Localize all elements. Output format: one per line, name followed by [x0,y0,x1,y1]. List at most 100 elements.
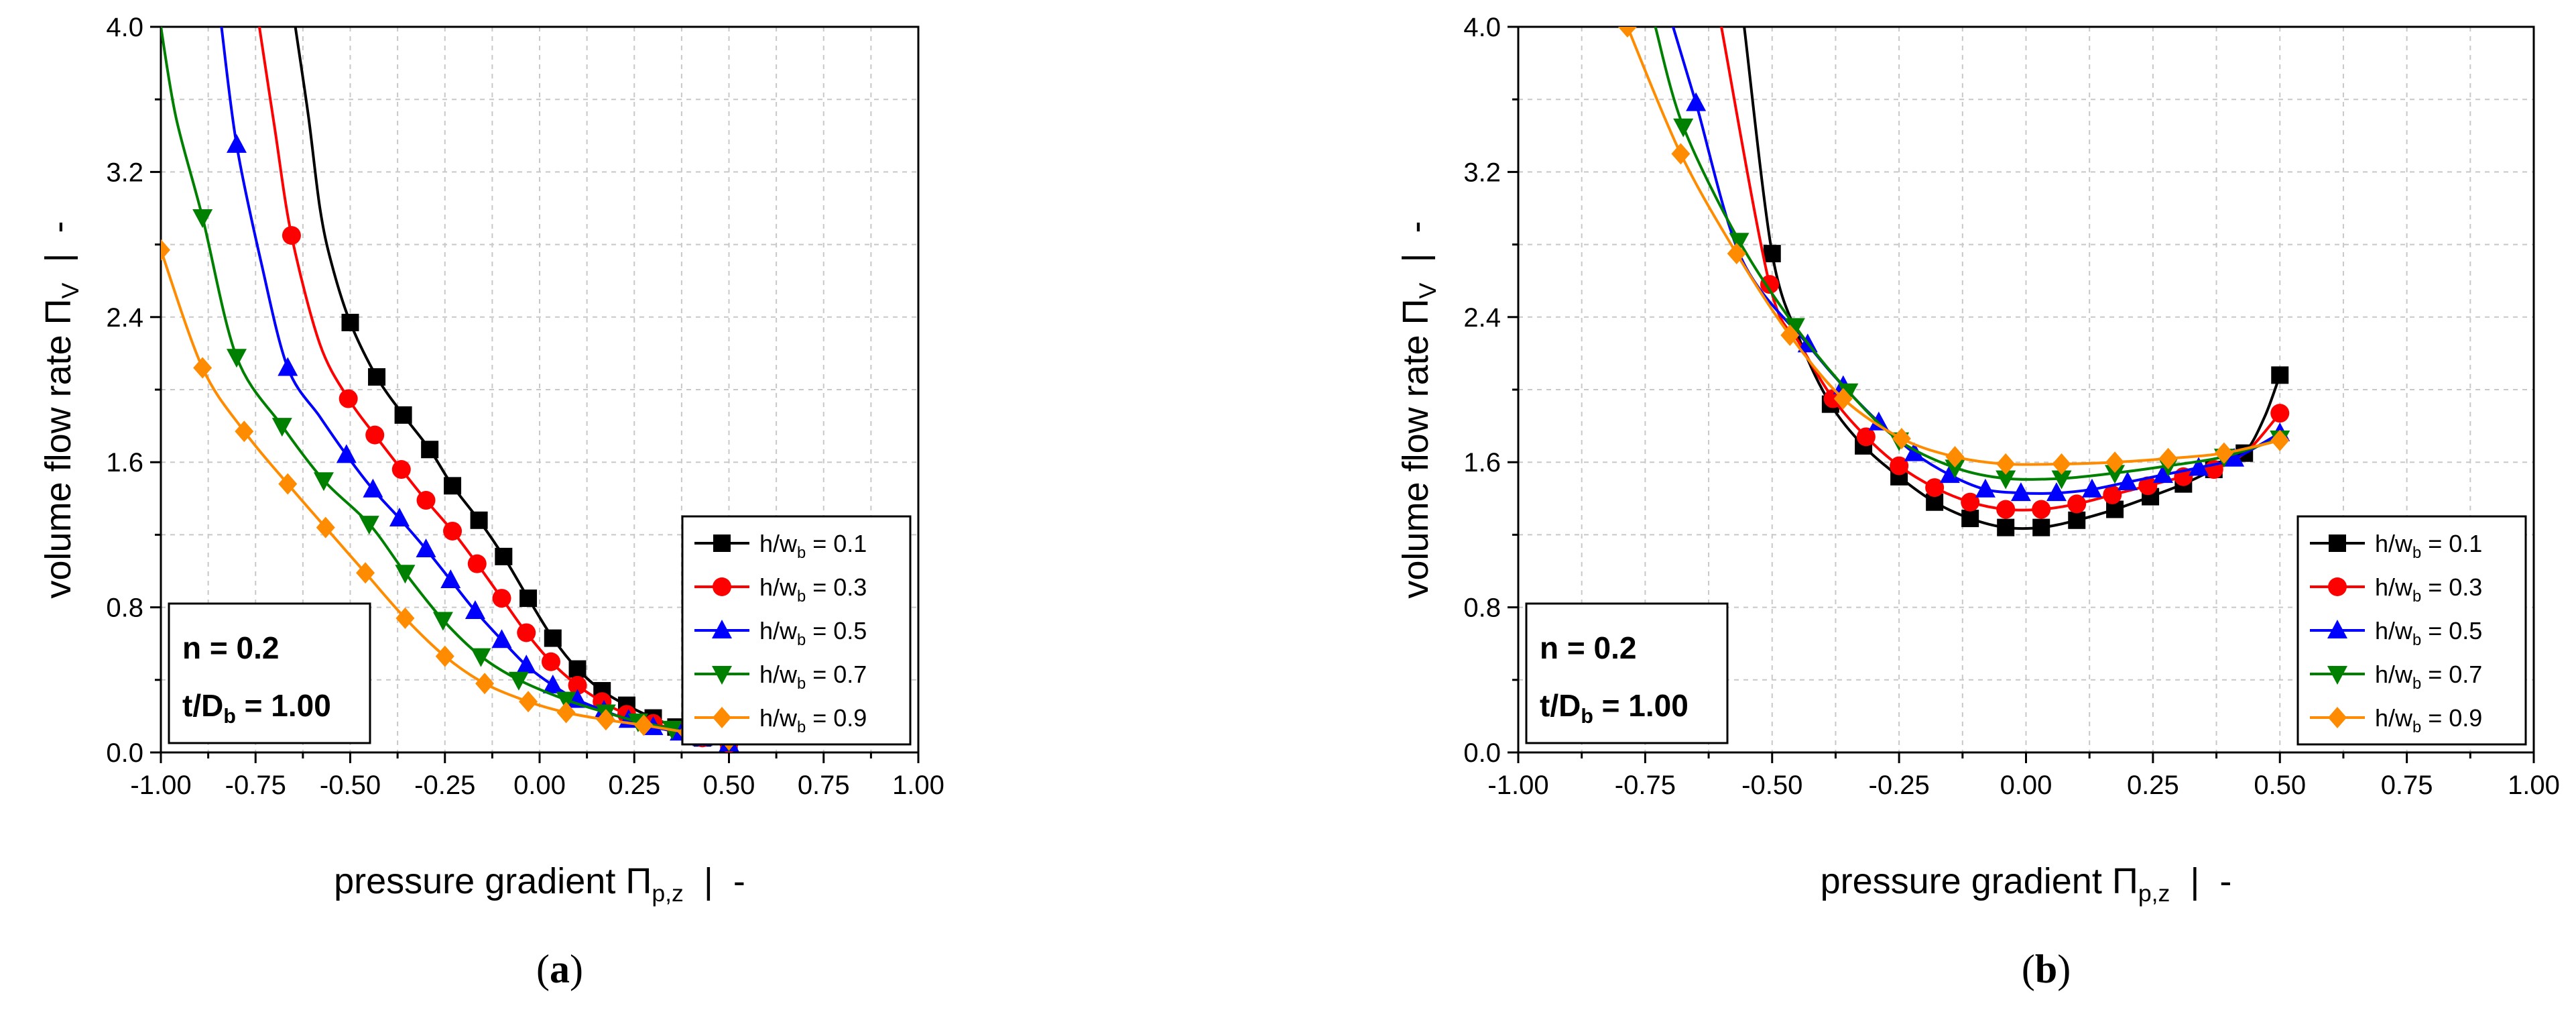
data-point-3 [2046,482,2067,502]
data-point-5 [519,691,538,713]
annotation-n-a: n = 0.2 [182,630,279,665]
data-point-3 [1868,411,1889,431]
legend-marker [713,707,731,728]
data-point-5 [556,701,576,724]
series-5 [1617,27,2290,475]
x-tick-label: -0.75 [1615,771,1676,800]
data-point-4 [1729,233,1750,252]
data-point-5 [435,645,454,667]
data-point-2 [1996,500,2016,519]
legend-item-3: h/wb = 0.5 [2310,617,2482,649]
data-point-4 [2105,465,2126,484]
data-point-2 [416,491,436,510]
x-tick-label: 0.75 [798,771,850,800]
data-point-2 [1925,478,1945,498]
data-point-3 [416,539,436,558]
data-point-5 [1945,446,1965,468]
chart-a: -1.00 -0.75 -0.50 -0.25 0.00 0.25 0.50 0.75 1.00… [38,13,944,991]
y-tick-label: 0.8 [1463,594,1501,623]
data-point-5 [1833,388,1853,410]
panel-label-a: (a) [536,947,583,991]
data-point-1 [394,406,412,424]
y-tick-label: 3.2 [1463,158,1501,187]
data-point-4 [395,565,416,584]
data-point-5 [1727,243,1746,265]
data-point-2 [517,623,536,642]
x-tick-label: -0.50 [320,771,381,800]
data-point-1 [1763,245,1781,263]
data-point-2 [467,554,487,573]
data-point-3 [2081,478,2102,498]
data-point-4 [313,472,334,492]
data-point-1 [341,313,359,331]
legend-label: h/wb = 0.9 [759,704,867,736]
data-point-3 [2118,471,2138,490]
data-point-5 [634,714,654,736]
plot-frame-b [1517,25,2535,754]
data-point-3 [440,569,461,589]
data-point-2 [443,521,463,541]
series-4 [1654,27,2290,490]
data-point-1 [368,368,386,386]
y-tick-label: 0.8 [106,594,143,623]
series-group-b [1617,27,2290,537]
data-point-1 [2032,518,2050,537]
data-point-3 [516,655,537,674]
legend-marker [2328,707,2347,728]
data-point-5 [596,709,615,731]
x-axis-label-b: pressure gradient Πp,z | - [1821,861,2232,907]
x-tick-label: 0.75 [2381,771,2433,800]
data-point-4 [2051,470,2072,490]
data-point-4 [1673,118,1694,137]
data-point-1 [470,511,488,529]
data-point-1 [1997,518,2015,537]
panel-label-b: (b) [2022,947,2071,991]
data-point-5 [235,420,254,443]
data-point-3 [363,478,383,498]
series-5 [161,239,739,751]
series-line-4 [1654,27,2280,481]
legend-label: h/wb = 0.5 [759,617,867,649]
annotation-n-b: n = 0.2 [1540,630,1636,665]
x-tick-label: 0.50 [703,771,755,800]
legend-item-4: h/wb = 0.7 [2310,661,2482,693]
data-point-4 [359,516,379,535]
x-tick-label: 1.00 [2508,771,2560,800]
legend-item-1: h/wb = 0.1 [2310,530,2482,562]
data-point-5 [475,673,495,695]
legend-item-3: h/wb = 0.5 [694,617,867,649]
data-point-2 [2032,500,2051,519]
data-point-2 [2270,404,2290,423]
data-point-2 [282,226,301,245]
data-point-2 [391,460,411,479]
y-tick-label: 4.0 [1463,13,1501,42]
legend-b: h/wb = 0.1 h/wb = 0.3 h/wb = 0.5 h/wb = 0.7… [2296,515,2527,746]
series-line-5 [1626,27,2280,466]
annotation-t-a: t/Db = 1.00 [182,688,331,728]
data-point-2 [1961,492,1980,512]
data-point-3 [542,674,563,693]
x-tick-label: -1.00 [130,771,191,800]
data-point-1 [519,589,538,608]
data-point-4 [227,349,247,368]
y-tick-label: 0.0 [1463,738,1501,768]
legend-marker [712,620,732,638]
data-point-3 [389,508,410,527]
x-tick-label: 0.00 [513,771,566,800]
x-tick-label: 0.50 [2254,771,2306,800]
legend-marker [2328,577,2347,596]
y-tick-labels-a: 0.0 0.8 1.6 2.4 3.2 4.0 [106,13,143,768]
legend-item-5: h/wb = 0.9 [694,704,867,736]
data-point-4 [271,418,292,437]
series-2 [1720,27,2290,519]
y-axis-label-b: volume flow rate ΠV | - [1396,221,1441,599]
data-point-3 [491,629,512,648]
data-point-5 [2105,451,2125,473]
data-point-3 [2189,457,2209,476]
data-point-3 [465,600,485,620]
data-point-5 [1996,453,2016,475]
data-point-4 [1784,318,1805,337]
legend-item-4: h/wb = 0.7 [694,661,867,693]
legend-marker [712,666,732,685]
